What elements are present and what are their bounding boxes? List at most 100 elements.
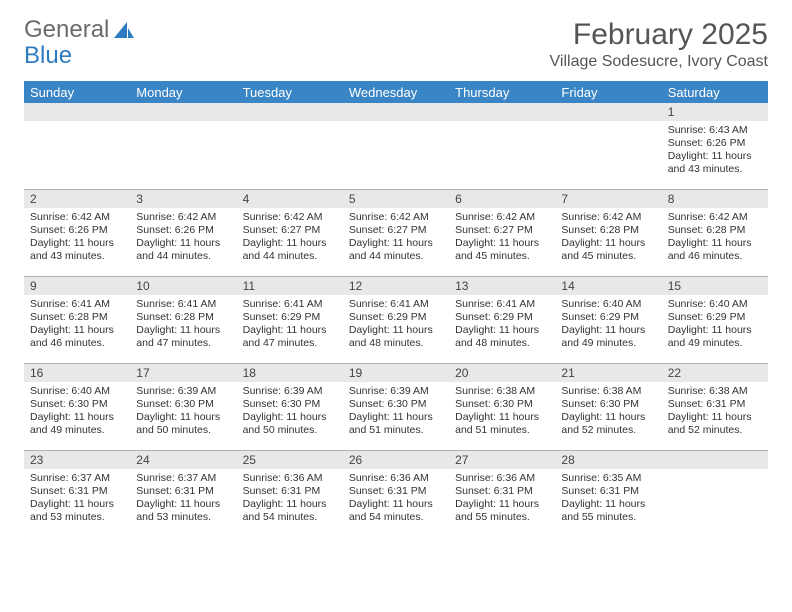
daylight-text: Daylight: 11 hours and 53 minutes. xyxy=(30,498,124,524)
daylight-text: Daylight: 11 hours and 49 minutes. xyxy=(668,324,762,350)
daylight-text: Daylight: 11 hours and 47 minutes. xyxy=(136,324,230,350)
day-details: Sunrise: 6:39 AMSunset: 6:30 PMDaylight:… xyxy=(130,382,236,442)
day-cell: 8Sunrise: 6:42 AMSunset: 6:28 PMDaylight… xyxy=(662,190,768,276)
sunrise-text: Sunrise: 6:36 AM xyxy=(243,472,337,485)
day-cell: 19Sunrise: 6:39 AMSunset: 6:30 PMDayligh… xyxy=(343,364,449,450)
sunrise-text: Sunrise: 6:36 AM xyxy=(455,472,549,485)
day-details: Sunrise: 6:41 AMSunset: 6:28 PMDaylight:… xyxy=(130,295,236,355)
sunset-text: Sunset: 6:27 PM xyxy=(243,224,337,237)
title-block: February 2025 Village Sodesucre, Ivory C… xyxy=(550,18,768,71)
sunset-text: Sunset: 6:29 PM xyxy=(455,311,549,324)
weekday-sunday: Sunday xyxy=(24,85,130,100)
week-row: 16Sunrise: 6:40 AMSunset: 6:30 PMDayligh… xyxy=(24,364,768,451)
day-details xyxy=(343,121,449,128)
day-details: Sunrise: 6:36 AMSunset: 6:31 PMDaylight:… xyxy=(343,469,449,529)
day-details: Sunrise: 6:38 AMSunset: 6:31 PMDaylight:… xyxy=(662,382,768,442)
day-number: 14 xyxy=(555,277,661,295)
page-header: General February 2025 Village Sodesucre,… xyxy=(24,18,768,71)
logo: General xyxy=(24,18,137,42)
day-details: Sunrise: 6:41 AMSunset: 6:29 PMDaylight:… xyxy=(237,295,343,355)
sunrise-text: Sunrise: 6:39 AM xyxy=(136,385,230,398)
day-number: 28 xyxy=(555,451,661,469)
day-details: Sunrise: 6:35 AMSunset: 6:31 PMDaylight:… xyxy=(555,469,661,529)
daylight-text: Daylight: 11 hours and 51 minutes. xyxy=(455,411,549,437)
day-cell: 6Sunrise: 6:42 AMSunset: 6:27 PMDaylight… xyxy=(449,190,555,276)
day-cell xyxy=(24,103,130,189)
sunrise-text: Sunrise: 6:42 AM xyxy=(30,211,124,224)
day-cell: 10Sunrise: 6:41 AMSunset: 6:28 PMDayligh… xyxy=(130,277,236,363)
sunrise-text: Sunrise: 6:42 AM xyxy=(455,211,549,224)
sunrise-text: Sunrise: 6:42 AM xyxy=(243,211,337,224)
sunset-text: Sunset: 6:27 PM xyxy=(455,224,549,237)
sunset-text: Sunset: 6:26 PM xyxy=(136,224,230,237)
sunrise-text: Sunrise: 6:40 AM xyxy=(30,385,124,398)
sunrise-text: Sunrise: 6:37 AM xyxy=(30,472,124,485)
day-cell xyxy=(555,103,661,189)
sunrise-text: Sunrise: 6:39 AM xyxy=(243,385,337,398)
day-details: Sunrise: 6:40 AMSunset: 6:29 PMDaylight:… xyxy=(555,295,661,355)
sunset-text: Sunset: 6:28 PM xyxy=(30,311,124,324)
day-cell: 25Sunrise: 6:36 AMSunset: 6:31 PMDayligh… xyxy=(237,451,343,537)
day-details xyxy=(237,121,343,128)
daylight-text: Daylight: 11 hours and 50 minutes. xyxy=(243,411,337,437)
day-details: Sunrise: 6:37 AMSunset: 6:31 PMDaylight:… xyxy=(130,469,236,529)
day-details: Sunrise: 6:39 AMSunset: 6:30 PMDaylight:… xyxy=(343,382,449,442)
sunrise-text: Sunrise: 6:42 AM xyxy=(668,211,762,224)
sunrise-text: Sunrise: 6:38 AM xyxy=(668,385,762,398)
weekday-saturday: Saturday xyxy=(662,85,768,100)
day-number xyxy=(449,103,555,121)
daylight-text: Daylight: 11 hours and 51 minutes. xyxy=(349,411,443,437)
sunrise-text: Sunrise: 6:39 AM xyxy=(349,385,443,398)
sunset-text: Sunset: 6:30 PM xyxy=(561,398,655,411)
day-number xyxy=(343,103,449,121)
daylight-text: Daylight: 11 hours and 48 minutes. xyxy=(349,324,443,350)
sunrise-text: Sunrise: 6:41 AM xyxy=(30,298,124,311)
weekday-monday: Monday xyxy=(130,85,236,100)
logo-word-1: General xyxy=(24,18,109,42)
day-number: 11 xyxy=(237,277,343,295)
sunset-text: Sunset: 6:29 PM xyxy=(349,311,443,324)
day-number: 12 xyxy=(343,277,449,295)
day-details: Sunrise: 6:42 AMSunset: 6:27 PMDaylight:… xyxy=(237,208,343,268)
sunrise-text: Sunrise: 6:41 AM xyxy=(243,298,337,311)
sunset-text: Sunset: 6:30 PM xyxy=(136,398,230,411)
sunset-text: Sunset: 6:29 PM xyxy=(243,311,337,324)
day-cell: 26Sunrise: 6:36 AMSunset: 6:31 PMDayligh… xyxy=(343,451,449,537)
day-details xyxy=(662,469,768,476)
sunset-text: Sunset: 6:30 PM xyxy=(30,398,124,411)
week-row: 1Sunrise: 6:43 AMSunset: 6:26 PMDaylight… xyxy=(24,103,768,190)
daylight-text: Daylight: 11 hours and 48 minutes. xyxy=(455,324,549,350)
logo-sail-icon xyxy=(113,20,135,40)
daylight-text: Daylight: 11 hours and 49 minutes. xyxy=(30,411,124,437)
day-cell: 16Sunrise: 6:40 AMSunset: 6:30 PMDayligh… xyxy=(24,364,130,450)
day-number: 8 xyxy=(662,190,768,208)
daylight-text: Daylight: 11 hours and 43 minutes. xyxy=(30,237,124,263)
day-cell: 28Sunrise: 6:35 AMSunset: 6:31 PMDayligh… xyxy=(555,451,661,537)
sunset-text: Sunset: 6:31 PM xyxy=(243,485,337,498)
day-number: 18 xyxy=(237,364,343,382)
day-cell: 13Sunrise: 6:41 AMSunset: 6:29 PMDayligh… xyxy=(449,277,555,363)
day-cell xyxy=(343,103,449,189)
daylight-text: Daylight: 11 hours and 43 minutes. xyxy=(668,150,762,176)
sunset-text: Sunset: 6:31 PM xyxy=(455,485,549,498)
sunrise-text: Sunrise: 6:41 AM xyxy=(349,298,443,311)
day-details: Sunrise: 6:40 AMSunset: 6:30 PMDaylight:… xyxy=(24,382,130,442)
day-details: Sunrise: 6:38 AMSunset: 6:30 PMDaylight:… xyxy=(449,382,555,442)
sunset-text: Sunset: 6:30 PM xyxy=(455,398,549,411)
weekday-tuesday: Tuesday xyxy=(237,85,343,100)
daylight-text: Daylight: 11 hours and 50 minutes. xyxy=(136,411,230,437)
day-details: Sunrise: 6:36 AMSunset: 6:31 PMDaylight:… xyxy=(449,469,555,529)
day-cell xyxy=(237,103,343,189)
day-details: Sunrise: 6:42 AMSunset: 6:27 PMDaylight:… xyxy=(343,208,449,268)
sunset-text: Sunset: 6:31 PM xyxy=(668,398,762,411)
sunset-text: Sunset: 6:31 PM xyxy=(136,485,230,498)
day-cell: 27Sunrise: 6:36 AMSunset: 6:31 PMDayligh… xyxy=(449,451,555,537)
calendar-page: General February 2025 Village Sodesucre,… xyxy=(0,0,792,612)
day-details: Sunrise: 6:37 AMSunset: 6:31 PMDaylight:… xyxy=(24,469,130,529)
weekday-wednesday: Wednesday xyxy=(343,85,449,100)
daylight-text: Daylight: 11 hours and 44 minutes. xyxy=(243,237,337,263)
sunrise-text: Sunrise: 6:37 AM xyxy=(136,472,230,485)
day-number: 5 xyxy=(343,190,449,208)
daylight-text: Daylight: 11 hours and 46 minutes. xyxy=(668,237,762,263)
sunset-text: Sunset: 6:31 PM xyxy=(561,485,655,498)
